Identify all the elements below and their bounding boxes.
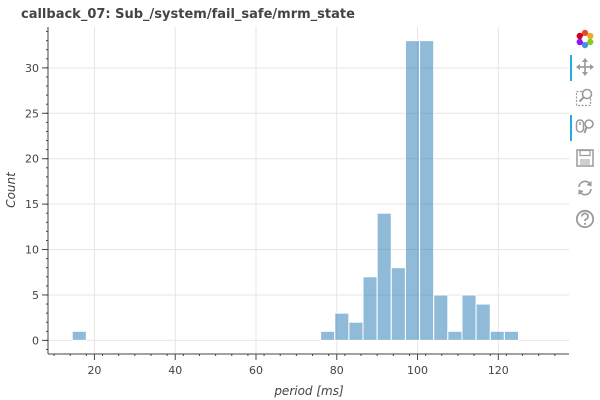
reset-tool-button[interactable] xyxy=(569,174,599,202)
histogram-bar xyxy=(503,330,520,341)
histogram-bar xyxy=(461,294,477,341)
bokeh-logo-icon xyxy=(576,29,594,49)
y-axis-title: Count xyxy=(4,171,18,208)
reset-icon xyxy=(578,180,592,196)
plot-area xyxy=(48,27,569,354)
histogram-bar xyxy=(362,276,378,341)
histogram-bar xyxy=(376,212,392,341)
x-axis-title: period [ms] xyxy=(273,384,344,398)
histogram-bar xyxy=(390,267,406,341)
histogram-bar xyxy=(348,321,364,341)
x-tick-label: 20 xyxy=(87,364,101,377)
histogram-bar xyxy=(404,40,421,341)
x-tick-label: 40 xyxy=(168,364,182,377)
toolbar xyxy=(569,25,600,245)
histogram-bar xyxy=(71,330,87,341)
x-tick-label: 120 xyxy=(488,364,509,377)
histogram-bar xyxy=(433,294,449,341)
pan-icon xyxy=(576,58,594,76)
wheel-zoom-active-indicator xyxy=(570,115,572,141)
histogram-bar xyxy=(419,40,435,341)
x-tick-label: 60 xyxy=(249,364,263,377)
save-tool-button[interactable] xyxy=(569,144,599,172)
histogram-bar xyxy=(489,330,505,341)
histogram-bar xyxy=(320,330,336,341)
help-icon xyxy=(575,209,595,229)
y-tick-label: 30 xyxy=(25,62,39,75)
y-tick-label: 0 xyxy=(32,334,39,347)
save-icon xyxy=(576,149,594,167)
histogram-bar xyxy=(334,312,350,341)
bokeh-logo[interactable] xyxy=(569,25,599,53)
box-zoom-icon xyxy=(575,88,593,107)
histogram-bar xyxy=(447,330,463,341)
x-axis: 20 40 60 80 100 120 xyxy=(48,353,569,377)
y-tick-label: 25 xyxy=(25,107,39,120)
grid xyxy=(48,27,569,354)
x-tick-label: 80 xyxy=(330,364,344,377)
histogram-bar xyxy=(475,303,491,341)
x-tick-label: 100 xyxy=(407,364,428,377)
y-tick-label: 15 xyxy=(25,198,39,211)
y-axis: 0 5 10 15 20 25 30 xyxy=(25,27,49,354)
y-tick-label: 10 xyxy=(25,244,39,257)
bars xyxy=(71,40,520,341)
pan-tool-active-indicator xyxy=(570,55,572,81)
box-zoom-tool-button[interactable] xyxy=(569,83,599,111)
pan-tool-button[interactable] xyxy=(569,53,599,81)
wheel-zoom-tool-button[interactable] xyxy=(569,113,599,141)
wheel-zoom-icon xyxy=(575,119,594,134)
y-tick-label: 20 xyxy=(25,153,39,166)
y-tick-label: 5 xyxy=(32,289,39,302)
chart-title: callback_07: Sub_/system/fail_safe/mrm_s… xyxy=(21,7,355,22)
help-tool-button[interactable] xyxy=(569,205,599,233)
